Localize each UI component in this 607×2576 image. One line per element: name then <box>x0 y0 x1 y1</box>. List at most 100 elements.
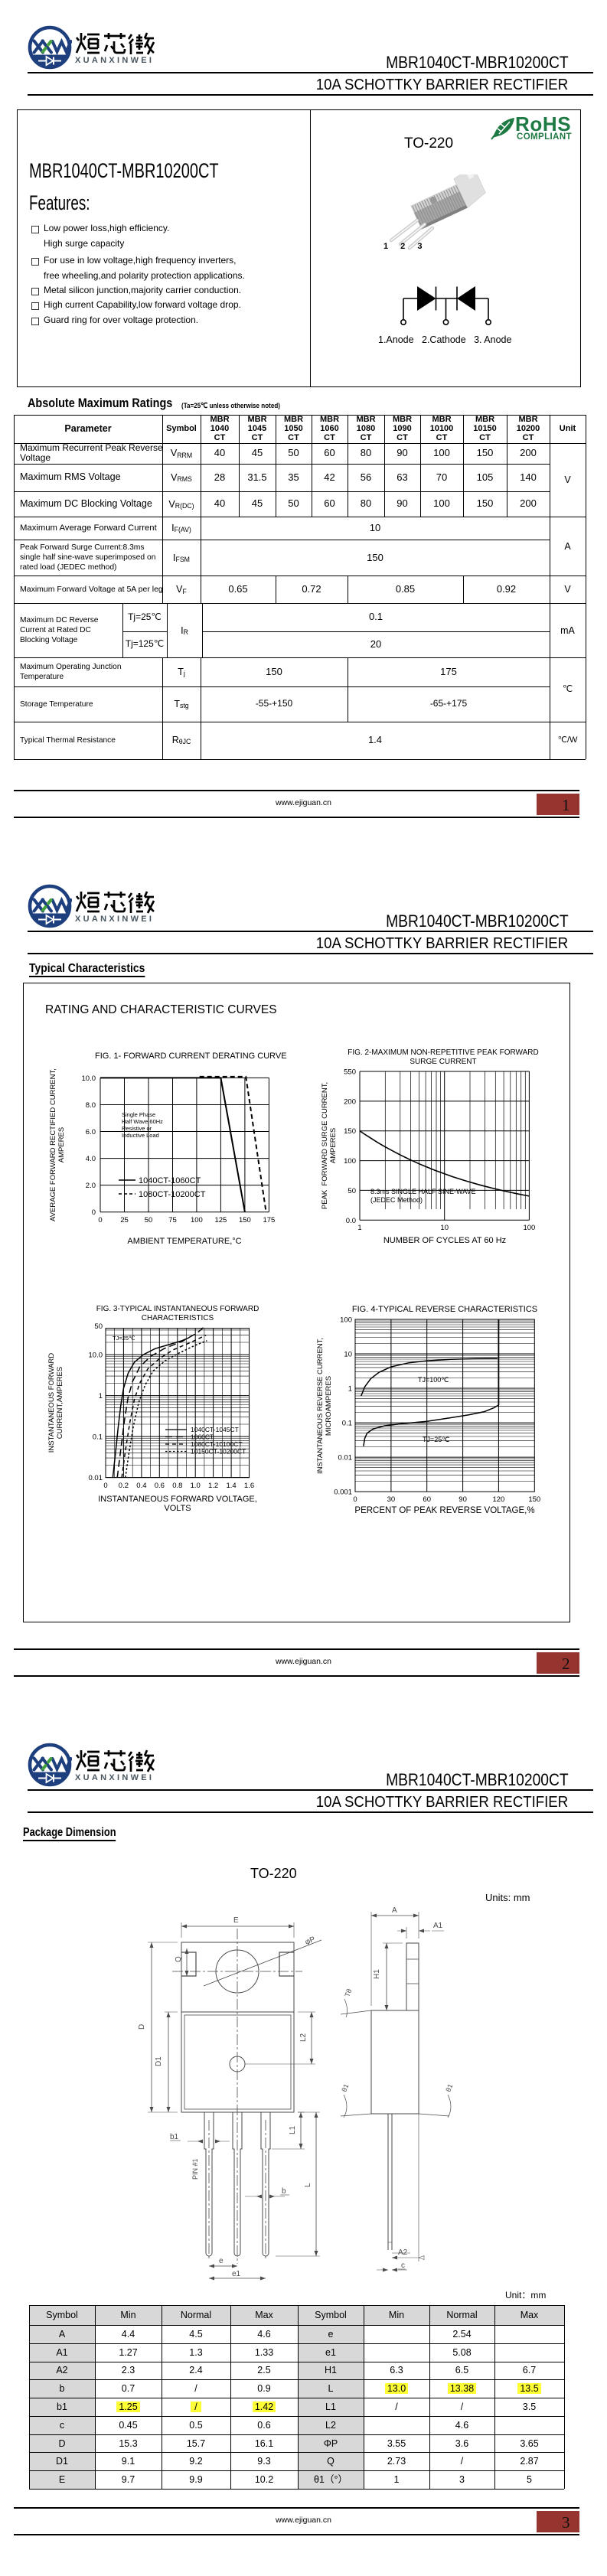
svg-text:TJ=25℃: TJ=25℃ <box>113 1335 135 1342</box>
svg-text:200: 200 <box>344 1097 356 1106</box>
svg-text:PIN #1: PIN #1 <box>191 2158 199 2180</box>
svg-text:PEAK FORWARD SURGE CURRENT,: PEAK FORWARD SURGE CURRENT, <box>321 1082 329 1209</box>
svg-text:RoHS: RoHS <box>515 113 571 135</box>
svg-text:120: 120 <box>492 1495 504 1504</box>
svg-text:b: b <box>282 2187 286 2196</box>
svg-text:A: A <box>392 1906 397 1915</box>
svg-text:50: 50 <box>348 1187 356 1195</box>
svg-text:100: 100 <box>344 1157 356 1166</box>
svg-text:1080CT-10200CT: 1080CT-10200CT <box>139 1190 206 1199</box>
svg-text:4.0: 4.0 <box>86 1155 96 1163</box>
svg-text:D1: D1 <box>155 2056 163 2066</box>
svg-text:e1: e1 <box>232 2270 241 2278</box>
svg-text:75: 75 <box>168 1216 177 1224</box>
svg-text:1.0: 1.0 <box>191 1482 201 1490</box>
svg-text:AMPERES: AMPERES <box>57 1127 66 1162</box>
svg-text:0.1: 0.1 <box>93 1433 103 1442</box>
svg-text:TJ=100℃: TJ=100℃ <box>418 1376 449 1384</box>
svg-text:1.2: 1.2 <box>208 1482 218 1490</box>
svg-text:30: 30 <box>387 1495 396 1504</box>
svg-text:2.0: 2.0 <box>86 1182 96 1190</box>
svg-text:8.3ms SINGLE HALF SINE-WAVE: 8.3ms SINGLE HALF SINE-WAVE <box>370 1188 476 1195</box>
svg-text:50: 50 <box>145 1216 153 1224</box>
svg-text:c: c <box>401 2261 405 2270</box>
svg-text:INSTANTANEOUS FORWARD VOLTAGE,: INSTANTANEOUS FORWARD VOLTAGE, <box>98 1495 257 1504</box>
svg-text:INSTANTANEOUS REVERSE CURRENT,: INSTANTANEOUS REVERSE CURRENT, <box>316 1338 325 1474</box>
svg-text:Tθ: Tθ <box>343 1987 353 1997</box>
svg-text:PERCENT OF PEAK REVERSE VOLTAG: PERCENT OF PEAK REVERSE VOLTAGE,% <box>354 1506 534 1515</box>
svg-text:6.0: 6.0 <box>86 1128 96 1136</box>
svg-text:L1: L1 <box>289 2125 297 2134</box>
svg-text:Resistive or: Resistive or <box>122 1125 152 1132</box>
svg-text:550: 550 <box>344 1068 356 1077</box>
svg-text:θ1: θ1 <box>444 2083 454 2093</box>
svg-text:COMPLIANT: COMPLIANT <box>517 132 572 142</box>
svg-text:10: 10 <box>440 1224 449 1232</box>
svg-text:SURGE CURRENT: SURGE CURRENT <box>410 1058 476 1066</box>
svg-text:100: 100 <box>523 1224 535 1232</box>
svg-text:MICROAMPERES: MICROAMPERES <box>325 1376 333 1436</box>
svg-text:0.01: 0.01 <box>338 1454 353 1462</box>
svg-text:0.001: 0.001 <box>334 1489 352 1497</box>
svg-text:150: 150 <box>344 1127 356 1136</box>
svg-text:AMBIENT TEMPERATURE,°C: AMBIENT TEMPERATURE,°C <box>127 1237 241 1246</box>
svg-text:10.0: 10.0 <box>82 1074 96 1083</box>
svg-text:Half Wave 60Hz: Half Wave 60Hz <box>122 1118 163 1125</box>
svg-text:1080CT-10100CT: 1080CT-10100CT <box>191 1440 243 1448</box>
svg-text:AMPERES: AMPERES <box>329 1128 338 1163</box>
svg-text:0.1: 0.1 <box>342 1420 352 1428</box>
svg-text:FIG. 3-TYPICAL INSTANTANEOUS F: FIG. 3-TYPICAL INSTANTANEOUS FORWARD <box>96 1305 259 1313</box>
svg-text:E: E <box>233 1916 239 1925</box>
svg-text:0: 0 <box>92 1208 96 1217</box>
svg-text:NUMBER OF CYCLES AT 60 Hz: NUMBER OF CYCLES AT 60 Hz <box>383 1236 506 1245</box>
svg-text:0: 0 <box>98 1216 102 1224</box>
svg-text:50: 50 <box>94 1322 103 1331</box>
svg-text:CURRENT,AMPERES: CURRENT,AMPERES <box>56 1367 64 1440</box>
svg-text:A1: A1 <box>433 1922 443 1930</box>
svg-text:10150CT-10200CT: 10150CT-10200CT <box>191 1448 246 1456</box>
svg-text:1.6: 1.6 <box>244 1482 254 1490</box>
svg-text:L2: L2 <box>299 2033 308 2042</box>
svg-text:0.6: 0.6 <box>155 1482 165 1490</box>
svg-text:FIG. 4-TYPICAL REVERSE CHARACT: FIG. 4-TYPICAL REVERSE CHARACTERISTICS <box>352 1305 537 1314</box>
svg-text:AVERAGE FORWARD RECTIFIED CURR: AVERAGE FORWARD RECTIFIED CURRENT, <box>49 1068 57 1221</box>
svg-text:FIG. 1- FORWARD CURRENT DERATI: FIG. 1- FORWARD CURRENT DERATING CURVE <box>95 1052 287 1061</box>
svg-text:Single Phase: Single Phase <box>122 1111 155 1118</box>
svg-text:1: 1 <box>357 1224 361 1232</box>
svg-text:0: 0 <box>103 1482 107 1490</box>
svg-text:150: 150 <box>528 1495 540 1504</box>
svg-text:150: 150 <box>239 1216 251 1224</box>
svg-text:0.0: 0.0 <box>346 1217 356 1225</box>
svg-text:10: 10 <box>344 1351 352 1359</box>
svg-text:CHARACTERISTICS: CHARACTERISTICS <box>142 1314 214 1322</box>
svg-text:25: 25 <box>120 1216 129 1224</box>
svg-text:10.0: 10.0 <box>89 1352 103 1360</box>
svg-text:(JEDEC Method): (JEDEC Method) <box>370 1196 423 1204</box>
svg-text:60: 60 <box>423 1495 431 1504</box>
svg-text:Q: Q <box>175 1956 183 1962</box>
svg-text:0.2: 0.2 <box>119 1482 129 1490</box>
svg-text:1040CT-1060CT: 1040CT-1060CT <box>139 1176 201 1185</box>
svg-text:1060CT: 1060CT <box>191 1433 214 1441</box>
svg-text:e: e <box>219 2257 224 2265</box>
svg-text:H1: H1 <box>373 1969 381 1979</box>
svg-text:0.4: 0.4 <box>136 1482 146 1490</box>
svg-text:FIG. 2-MAXIMUM NON-REPETITIVE: FIG. 2-MAXIMUM NON-REPETITIVE PEAK FORWA… <box>348 1048 538 1057</box>
svg-text:0: 0 <box>353 1495 357 1504</box>
svg-text:8.0: 8.0 <box>86 1101 96 1110</box>
svg-text:0.01: 0.01 <box>89 1474 103 1482</box>
svg-text:b1: b1 <box>170 2133 179 2141</box>
svg-text:L: L <box>304 2183 312 2187</box>
svg-text:1.4: 1.4 <box>226 1482 236 1490</box>
svg-text:D: D <box>138 2024 146 2030</box>
svg-text:1: 1 <box>348 1385 352 1394</box>
svg-text:1: 1 <box>99 1392 103 1400</box>
svg-text:90: 90 <box>459 1495 467 1504</box>
svg-text:0.8: 0.8 <box>172 1482 182 1490</box>
svg-text:1040CT-1045CT: 1040CT-1045CT <box>191 1426 239 1433</box>
svg-text:φP: φP <box>304 1935 317 1947</box>
svg-text:125: 125 <box>214 1216 227 1224</box>
svg-text:Inductive Load: Inductive Load <box>122 1132 159 1139</box>
svg-text:100: 100 <box>191 1216 203 1224</box>
svg-text:θ1: θ1 <box>340 2083 350 2093</box>
